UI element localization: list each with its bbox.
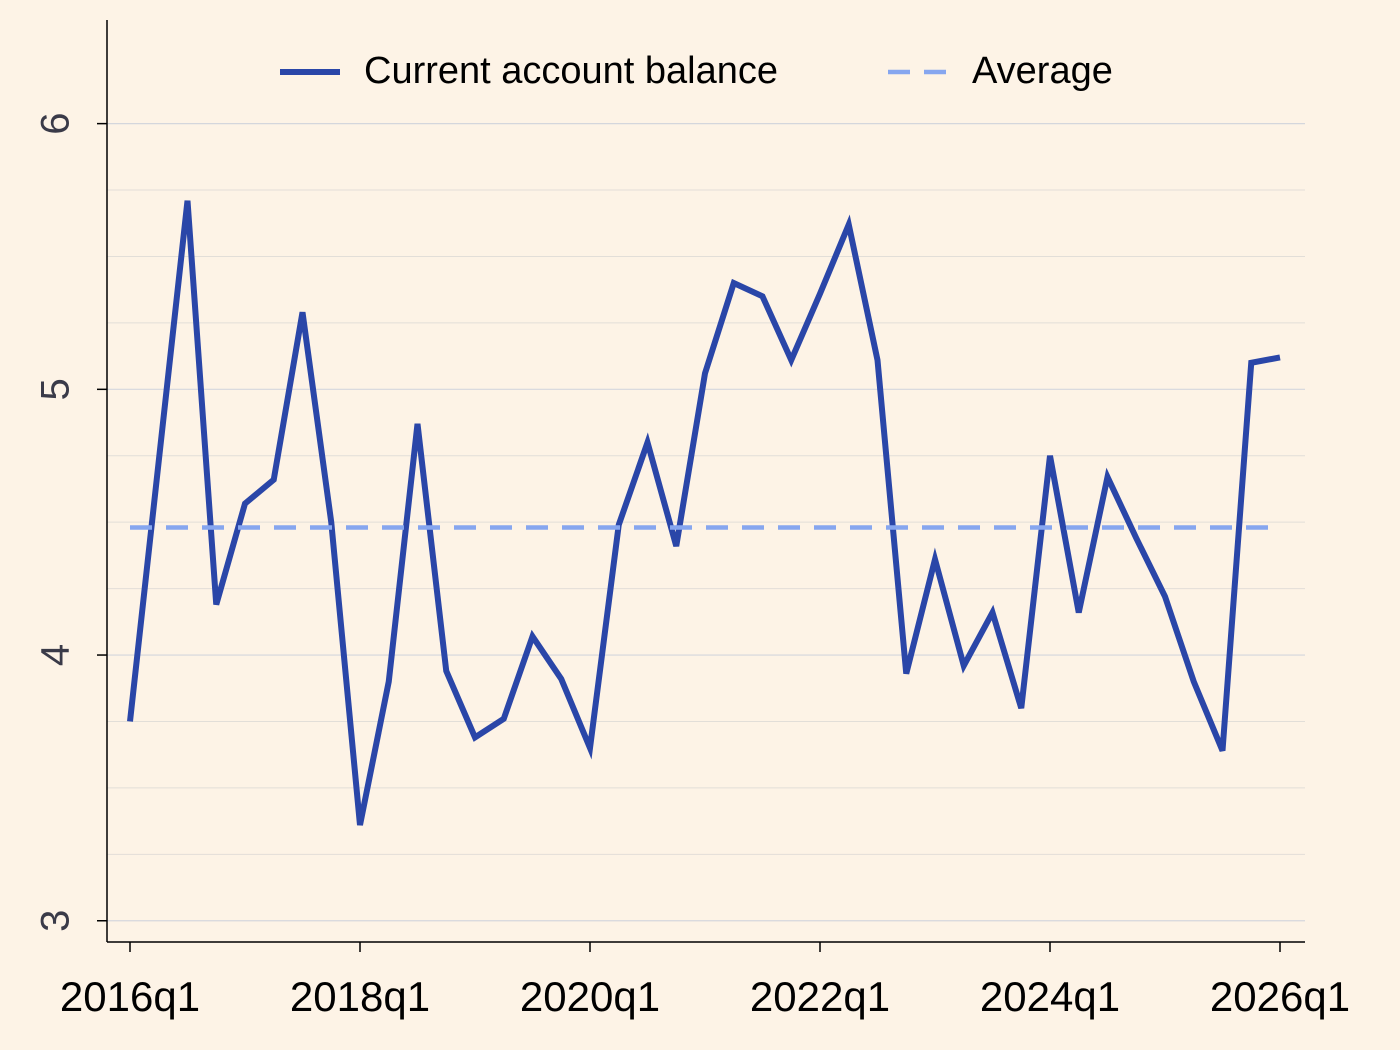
y-tick-label: 4 bbox=[34, 644, 78, 666]
y-tick-label: 3 bbox=[34, 910, 78, 932]
legend-label: Current account balance bbox=[364, 50, 778, 92]
data-line bbox=[127, 200, 1281, 826]
x-tick-label: 2018q1 bbox=[290, 973, 430, 1020]
x-tick-label: 2020q1 bbox=[520, 973, 660, 1020]
x-tick-label: 2026q1 bbox=[1210, 973, 1350, 1020]
y-tick-label: 6 bbox=[34, 113, 78, 135]
x-tick-label: 2024q1 bbox=[980, 973, 1120, 1020]
y-tick-label: 5 bbox=[34, 378, 78, 400]
x-tick-label: 2016q1 bbox=[60, 973, 200, 1020]
x-tick-label: 2022q1 bbox=[750, 973, 890, 1020]
legend-label: Average bbox=[972, 50, 1113, 92]
